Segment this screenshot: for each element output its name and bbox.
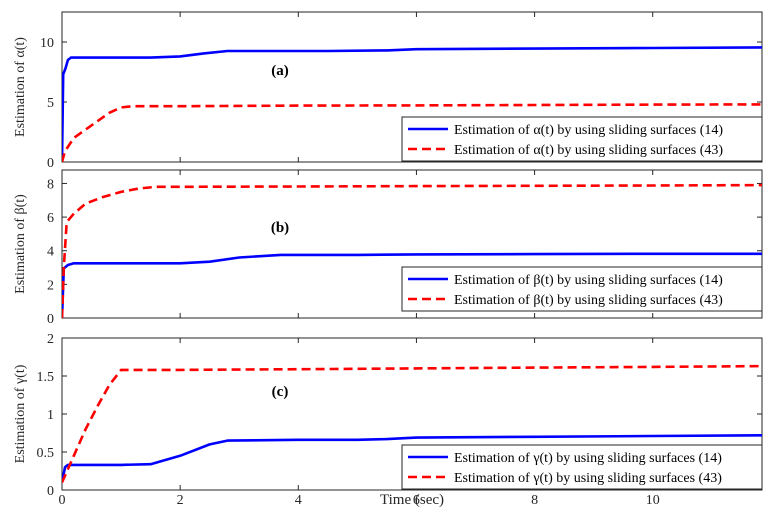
series-line-1 bbox=[62, 434, 762, 483]
legend-label: Estimation of γ(t) by using sliding surf… bbox=[454, 451, 722, 466]
x-tick-label: 6 bbox=[413, 493, 420, 508]
legend-box bbox=[401, 266, 763, 312]
x-tick-label: 10 bbox=[646, 493, 660, 508]
series-line-2 bbox=[62, 103, 762, 162]
legend-label: Estimation of γ(t) by using sliding surf… bbox=[454, 471, 722, 486]
series-line-2 bbox=[62, 364, 762, 483]
legend: Estimation of α(t) by using sliding surf… bbox=[401, 116, 763, 162]
y-axis-label: Estimation of α(t) bbox=[13, 37, 28, 137]
legend-label: Estimation of α(t) by using sliding surf… bbox=[454, 143, 723, 158]
y-axis-label: Estimation of β(t) bbox=[13, 194, 28, 294]
legend-box bbox=[401, 116, 763, 162]
y-tick-label: 5 bbox=[47, 96, 54, 111]
y-tick-label: 0 bbox=[47, 156, 54, 171]
y-tick-label: 0 bbox=[47, 312, 54, 327]
y-tick-label: 1 bbox=[47, 408, 54, 423]
legend: Estimation of β(t) by using sliding surf… bbox=[401, 266, 763, 312]
legend: Estimation of γ(t) by using sliding surf… bbox=[401, 444, 763, 490]
y-axis-label: Estimation of γ(t) bbox=[13, 364, 28, 463]
x-tick-label: 8 bbox=[531, 493, 538, 508]
y-tick-label: 10 bbox=[40, 36, 54, 51]
panel-a: 0 5 10 Estimation of α(t) (a) Estimation of α… bbox=[13, 11, 763, 171]
panel-c: 0 0.5 1 1.5 2 0 2 4 6 8 10 Estimation of γ(t) Time (… bbox=[13, 332, 763, 508]
legend-label: Estimation of β(t) by using sliding surf… bbox=[454, 293, 723, 308]
series-line-1 bbox=[62, 252, 762, 318]
y-tick-label: 6 bbox=[47, 211, 54, 226]
y-tick-label: 2 bbox=[47, 278, 54, 293]
x-tick-label: 2 bbox=[177, 493, 184, 508]
y-tick-label: 8 bbox=[47, 177, 54, 192]
y-tick-label: 0 bbox=[47, 484, 54, 499]
legend-label: Estimation of α(t) by using sliding surf… bbox=[454, 123, 723, 138]
x-tick-label: 0 bbox=[59, 493, 66, 508]
panel-label: (a) bbox=[271, 63, 289, 79]
legend-label: Estimation of β(t) by using sliding surf… bbox=[454, 273, 723, 288]
x-axis-label: Time (sec) bbox=[380, 492, 444, 508]
y-tick-label: 0.5 bbox=[37, 446, 55, 461]
panel-label: (b) bbox=[271, 220, 289, 236]
y-tick-label: 2 bbox=[47, 332, 54, 347]
panel-b: 0 2 4 6 8 Estimation of β(t) (b) Estimation of … bbox=[13, 169, 763, 327]
y-tick-label: 4 bbox=[47, 245, 54, 260]
series-line-2 bbox=[62, 183, 762, 318]
panel-label: (c) bbox=[272, 384, 289, 400]
series-line-1 bbox=[62, 46, 762, 162]
x-tick-label: 4 bbox=[295, 493, 302, 508]
y-tick-label: 1.5 bbox=[37, 370, 55, 385]
legend-box bbox=[401, 444, 763, 490]
